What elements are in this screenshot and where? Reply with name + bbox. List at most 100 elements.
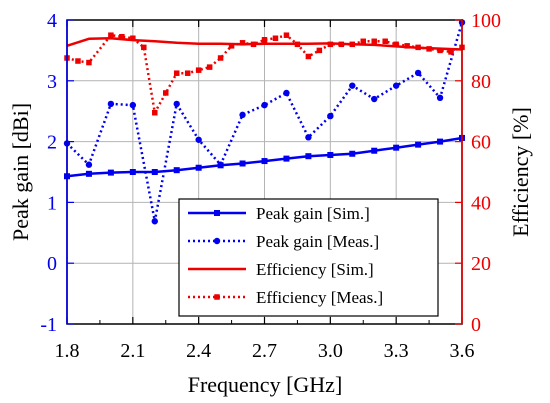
data-point — [404, 43, 410, 49]
data-point — [151, 169, 158, 175]
data-point — [261, 37, 268, 43]
data-point — [393, 41, 399, 48]
data-point — [392, 82, 400, 89]
data-point — [239, 111, 246, 119]
y-right-tick-label: 80 — [471, 71, 491, 93]
data-point — [173, 70, 180, 76]
data-point — [228, 43, 235, 49]
data-point — [327, 151, 334, 158]
data-point — [371, 147, 378, 154]
data-point — [184, 70, 191, 76]
data-point — [75, 58, 81, 64]
y-right-axis-title: Efficiency [%] — [508, 107, 533, 237]
legend: Peak gain [Sim.] Peak gain [Meas.] Effic… — [178, 198, 439, 317]
data-point — [173, 100, 180, 108]
data-point — [327, 41, 334, 48]
data-point — [119, 33, 125, 40]
data-point — [129, 101, 137, 109]
data-point — [437, 47, 443, 54]
legend-box — [178, 198, 439, 317]
data-point — [85, 161, 93, 168]
data-point — [239, 40, 246, 46]
data-point — [382, 38, 388, 45]
y-left-tick-label: 4 — [47, 10, 57, 32]
data-point — [173, 167, 180, 174]
data-point — [414, 69, 422, 77]
data-point — [206, 64, 213, 70]
data-point — [371, 95, 378, 103]
y-right-tick-label: 0 — [471, 314, 481, 336]
data-point — [448, 49, 454, 55]
data-point — [195, 164, 202, 171]
data-point — [327, 112, 334, 120]
x-tick-label: 2.1 — [120, 340, 145, 362]
data-point — [107, 100, 115, 108]
y-right-tick-label: 20 — [471, 253, 491, 275]
series-3 — [64, 32, 465, 116]
legend-label-gain-meas: Peak gain [Meas.] — [256, 232, 379, 251]
data-point — [415, 141, 422, 148]
data-point — [217, 161, 224, 168]
y-right-tick-label: 60 — [471, 132, 491, 154]
data-point — [152, 109, 158, 116]
data-point — [371, 38, 377, 45]
data-point — [415, 44, 421, 51]
data-point — [436, 94, 444, 102]
plot-series — [63, 19, 466, 225]
data-point — [163, 90, 169, 96]
data-point — [107, 169, 114, 176]
x-tick-label: 2.7 — [252, 340, 277, 362]
data-point — [338, 41, 345, 48]
data-point — [141, 44, 147, 51]
data-point — [195, 136, 202, 143]
series-1 — [63, 19, 466, 225]
x-axis-title: Frequency [GHz] — [188, 372, 343, 397]
data-point — [349, 82, 356, 89]
data-point — [283, 155, 290, 162]
data-point — [129, 169, 136, 175]
data-point — [195, 67, 202, 73]
data-point — [217, 55, 224, 61]
x-tick-label: 3.6 — [450, 340, 475, 362]
data-point — [86, 59, 92, 66]
data-point — [316, 47, 323, 54]
data-point — [261, 158, 268, 165]
data-point — [283, 89, 290, 97]
y-right-tick-label: 100 — [471, 10, 501, 32]
data-point — [437, 138, 444, 145]
y-left-axis-title: Peak gain [dBi] — [8, 103, 33, 241]
data-point — [130, 35, 136, 41]
data-point — [393, 144, 400, 151]
data-point — [108, 32, 114, 38]
data-point — [305, 134, 312, 141]
y-right-tick-label: 40 — [471, 192, 491, 214]
legend-samples — [188, 210, 246, 300]
y-left-tick-label: 1 — [47, 192, 57, 214]
data-point — [283, 32, 290, 38]
data-point — [272, 35, 279, 41]
data-point — [305, 53, 312, 60]
data-point — [305, 153, 312, 160]
legend-label-eff-sim: Efficiency [Sim.] — [256, 260, 374, 279]
x-tick-label: 3.3 — [384, 340, 409, 362]
data-point — [360, 38, 366, 45]
x-tick-label: 2.4 — [186, 340, 211, 362]
legend-sample-marker — [214, 294, 220, 300]
legend-label-gain-sim: Peak gain [Sim.] — [256, 204, 370, 223]
x-tick-label: 1.8 — [55, 340, 80, 362]
axis-ticks — [66, 19, 463, 325]
data-point — [151, 218, 158, 225]
x-tick-label: 3.0 — [318, 340, 343, 362]
data-point — [85, 170, 92, 177]
data-point — [349, 150, 356, 157]
y-left-tick-label: 3 — [47, 71, 57, 93]
data-point — [426, 46, 432, 52]
y-left-tick-label: 0 — [47, 253, 57, 275]
legend-label-eff-meas: Efficiency [Meas.] — [256, 288, 383, 307]
data-point — [294, 41, 301, 48]
y-left-tick-label: -1 — [40, 314, 57, 336]
legend-sample-marker — [214, 210, 220, 216]
data-point — [250, 41, 257, 48]
